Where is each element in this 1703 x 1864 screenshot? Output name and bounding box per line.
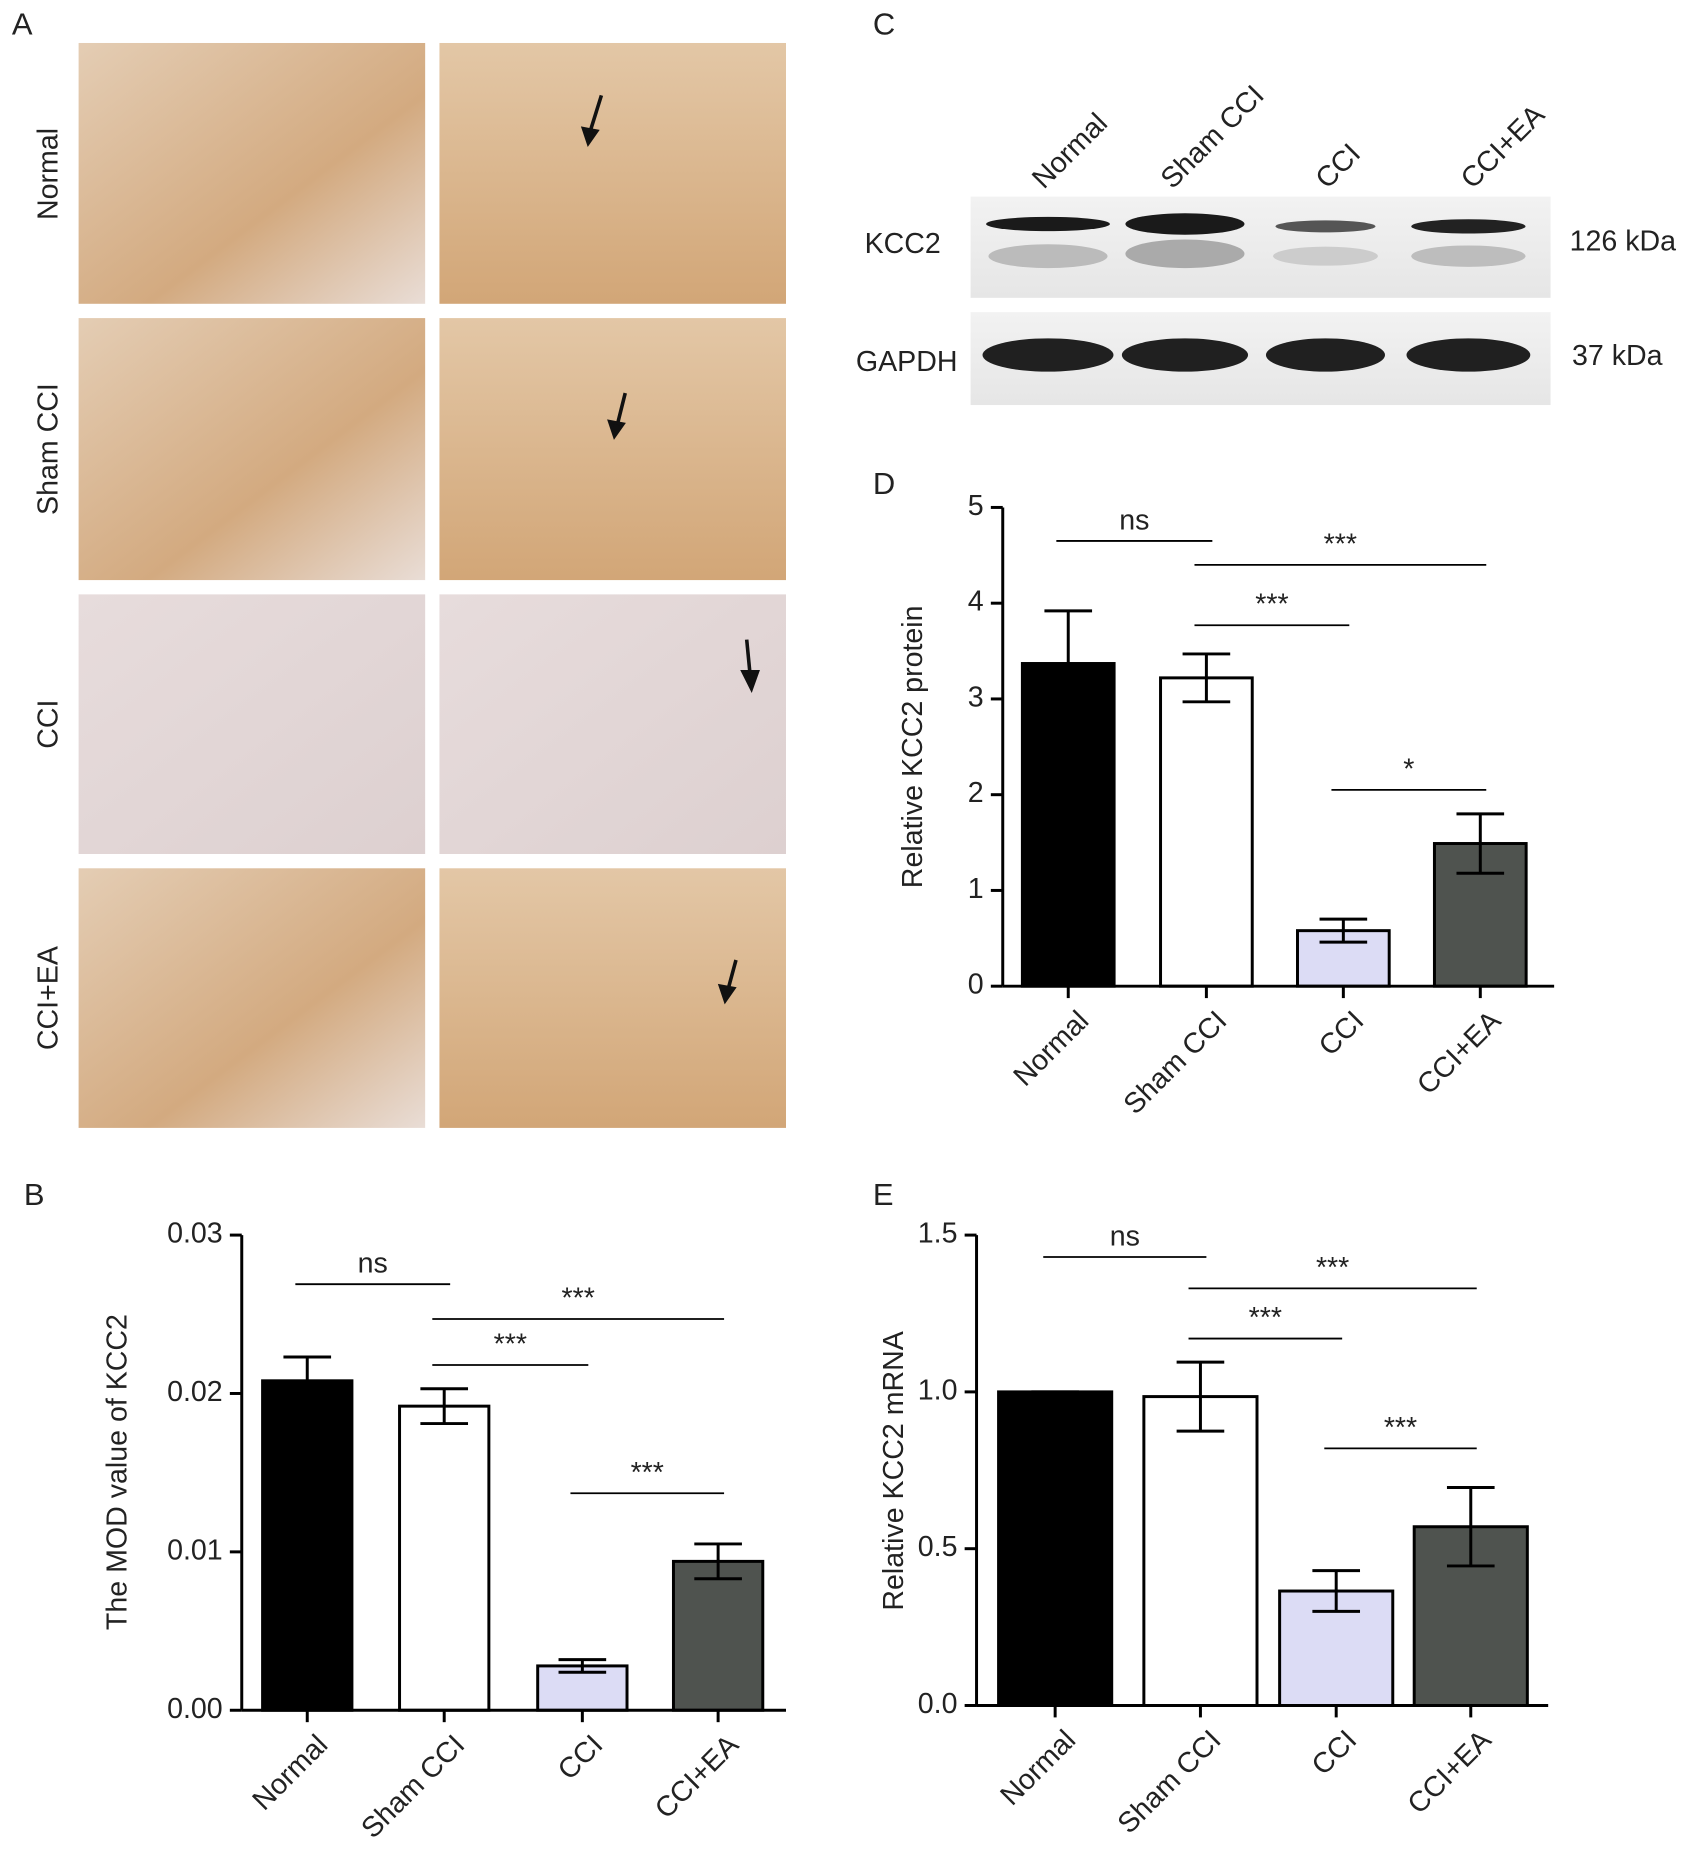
y-tick-label: 5 <box>968 490 984 522</box>
panel-label: D <box>873 466 895 501</box>
significance-label: *** <box>1324 528 1357 560</box>
band-label: KCC2 <box>865 228 941 260</box>
y-tick-label: 0.0 <box>918 1688 958 1720</box>
x-tick-label: Sham CCI <box>1118 1005 1234 1121</box>
row-label: Normal <box>33 128 65 220</box>
bar <box>261 1379 354 1712</box>
error-bar <box>1456 812 1505 875</box>
bar <box>398 1404 491 1712</box>
y-tick-label: 0.02 <box>167 1376 223 1408</box>
y-tick-label: 0.03 <box>167 1218 223 1250</box>
significance-label: *** <box>1316 1252 1349 1284</box>
y-tick-label: 4 <box>968 586 984 618</box>
error-bar <box>1319 917 1368 944</box>
significance-label: *** <box>561 1283 594 1315</box>
x-tick-label: Sham CCI <box>355 1729 471 1845</box>
panel-label: E <box>873 1177 894 1212</box>
y-tick-label: 0.00 <box>167 1693 223 1725</box>
error-bar <box>558 1658 607 1674</box>
western-blot <box>970 196 1551 406</box>
x-tick-label: Normal <box>994 1724 1082 1812</box>
y-tick-label: 1 <box>968 873 984 905</box>
y-tick-label: 0.01 <box>167 1534 223 1566</box>
significance-label: ns <box>1119 504 1149 536</box>
significance-label: *** <box>494 1328 527 1360</box>
significance-label: * <box>1403 753 1414 785</box>
row-label: CCI+EA <box>33 946 65 1050</box>
error-bar <box>1446 1486 1495 1568</box>
x-tick-label: Normal <box>1007 1005 1095 1093</box>
error-bar <box>1044 609 1093 718</box>
bar <box>997 1390 1114 1707</box>
x-tick-label: CCI <box>1313 1005 1370 1062</box>
error-bar <box>283 1355 332 1407</box>
micrographs <box>78 42 786 1128</box>
y-tick-label: 1.5 <box>918 1218 958 1250</box>
band-label: GAPDH <box>856 346 958 378</box>
y-axis-title: The MOD value of KCC2 <box>102 1314 134 1630</box>
row-label: CCI <box>33 700 65 749</box>
bar <box>1159 676 1254 988</box>
lane-label: Normal <box>1026 107 1114 195</box>
y-axis-title: Relative KCC2 mRNA <box>878 1331 910 1611</box>
x-tick-label: Sham CCI <box>1112 1724 1228 1840</box>
x-tick-label: CCI+EA <box>1402 1724 1498 1820</box>
lane-label: CCI <box>1310 138 1367 195</box>
significance-label: *** <box>1384 1412 1417 1444</box>
x-tick-label: CCI <box>552 1729 609 1786</box>
x-tick-label: Normal <box>246 1729 334 1817</box>
error-bar <box>1176 1360 1225 1433</box>
size-label: 126 kDa <box>1570 226 1677 258</box>
y-tick-label: 0 <box>968 969 984 1001</box>
y-axis-title: Relative KCC2 protein <box>897 605 929 888</box>
x-tick-label: CCI+EA <box>649 1729 745 1825</box>
bar <box>1142 1395 1259 1707</box>
significance-label: *** <box>631 1457 664 1489</box>
x-tick-label: CCI <box>1306 1724 1363 1781</box>
bar <box>671 1559 765 1712</box>
significance-label: ns <box>1110 1221 1140 1253</box>
significance-label: *** <box>1255 589 1288 621</box>
error-bar <box>1312 1569 1361 1613</box>
error-bar <box>1182 652 1231 704</box>
lane-label: CCI+EA <box>1455 99 1551 195</box>
y-tick-label: 3 <box>968 681 984 713</box>
row-label: Sham CCI <box>33 383 65 515</box>
panel-label: A <box>12 6 33 41</box>
y-tick-label: 1.0 <box>918 1374 958 1406</box>
y-tick-label: 2 <box>968 777 984 809</box>
significance-label: ns <box>358 1248 388 1280</box>
y-tick-label: 0.5 <box>918 1531 958 1563</box>
panel-label: C <box>873 6 895 41</box>
significance-label: *** <box>1249 1302 1282 1334</box>
error-bar <box>420 1387 469 1426</box>
panel-label: B <box>24 1177 45 1212</box>
size-label: 37 kDa <box>1572 340 1663 372</box>
error-bar <box>694 1542 742 1581</box>
x-tick-label: CCI+EA <box>1411 1005 1507 1101</box>
lane-label: Sham CCI <box>1155 79 1271 195</box>
